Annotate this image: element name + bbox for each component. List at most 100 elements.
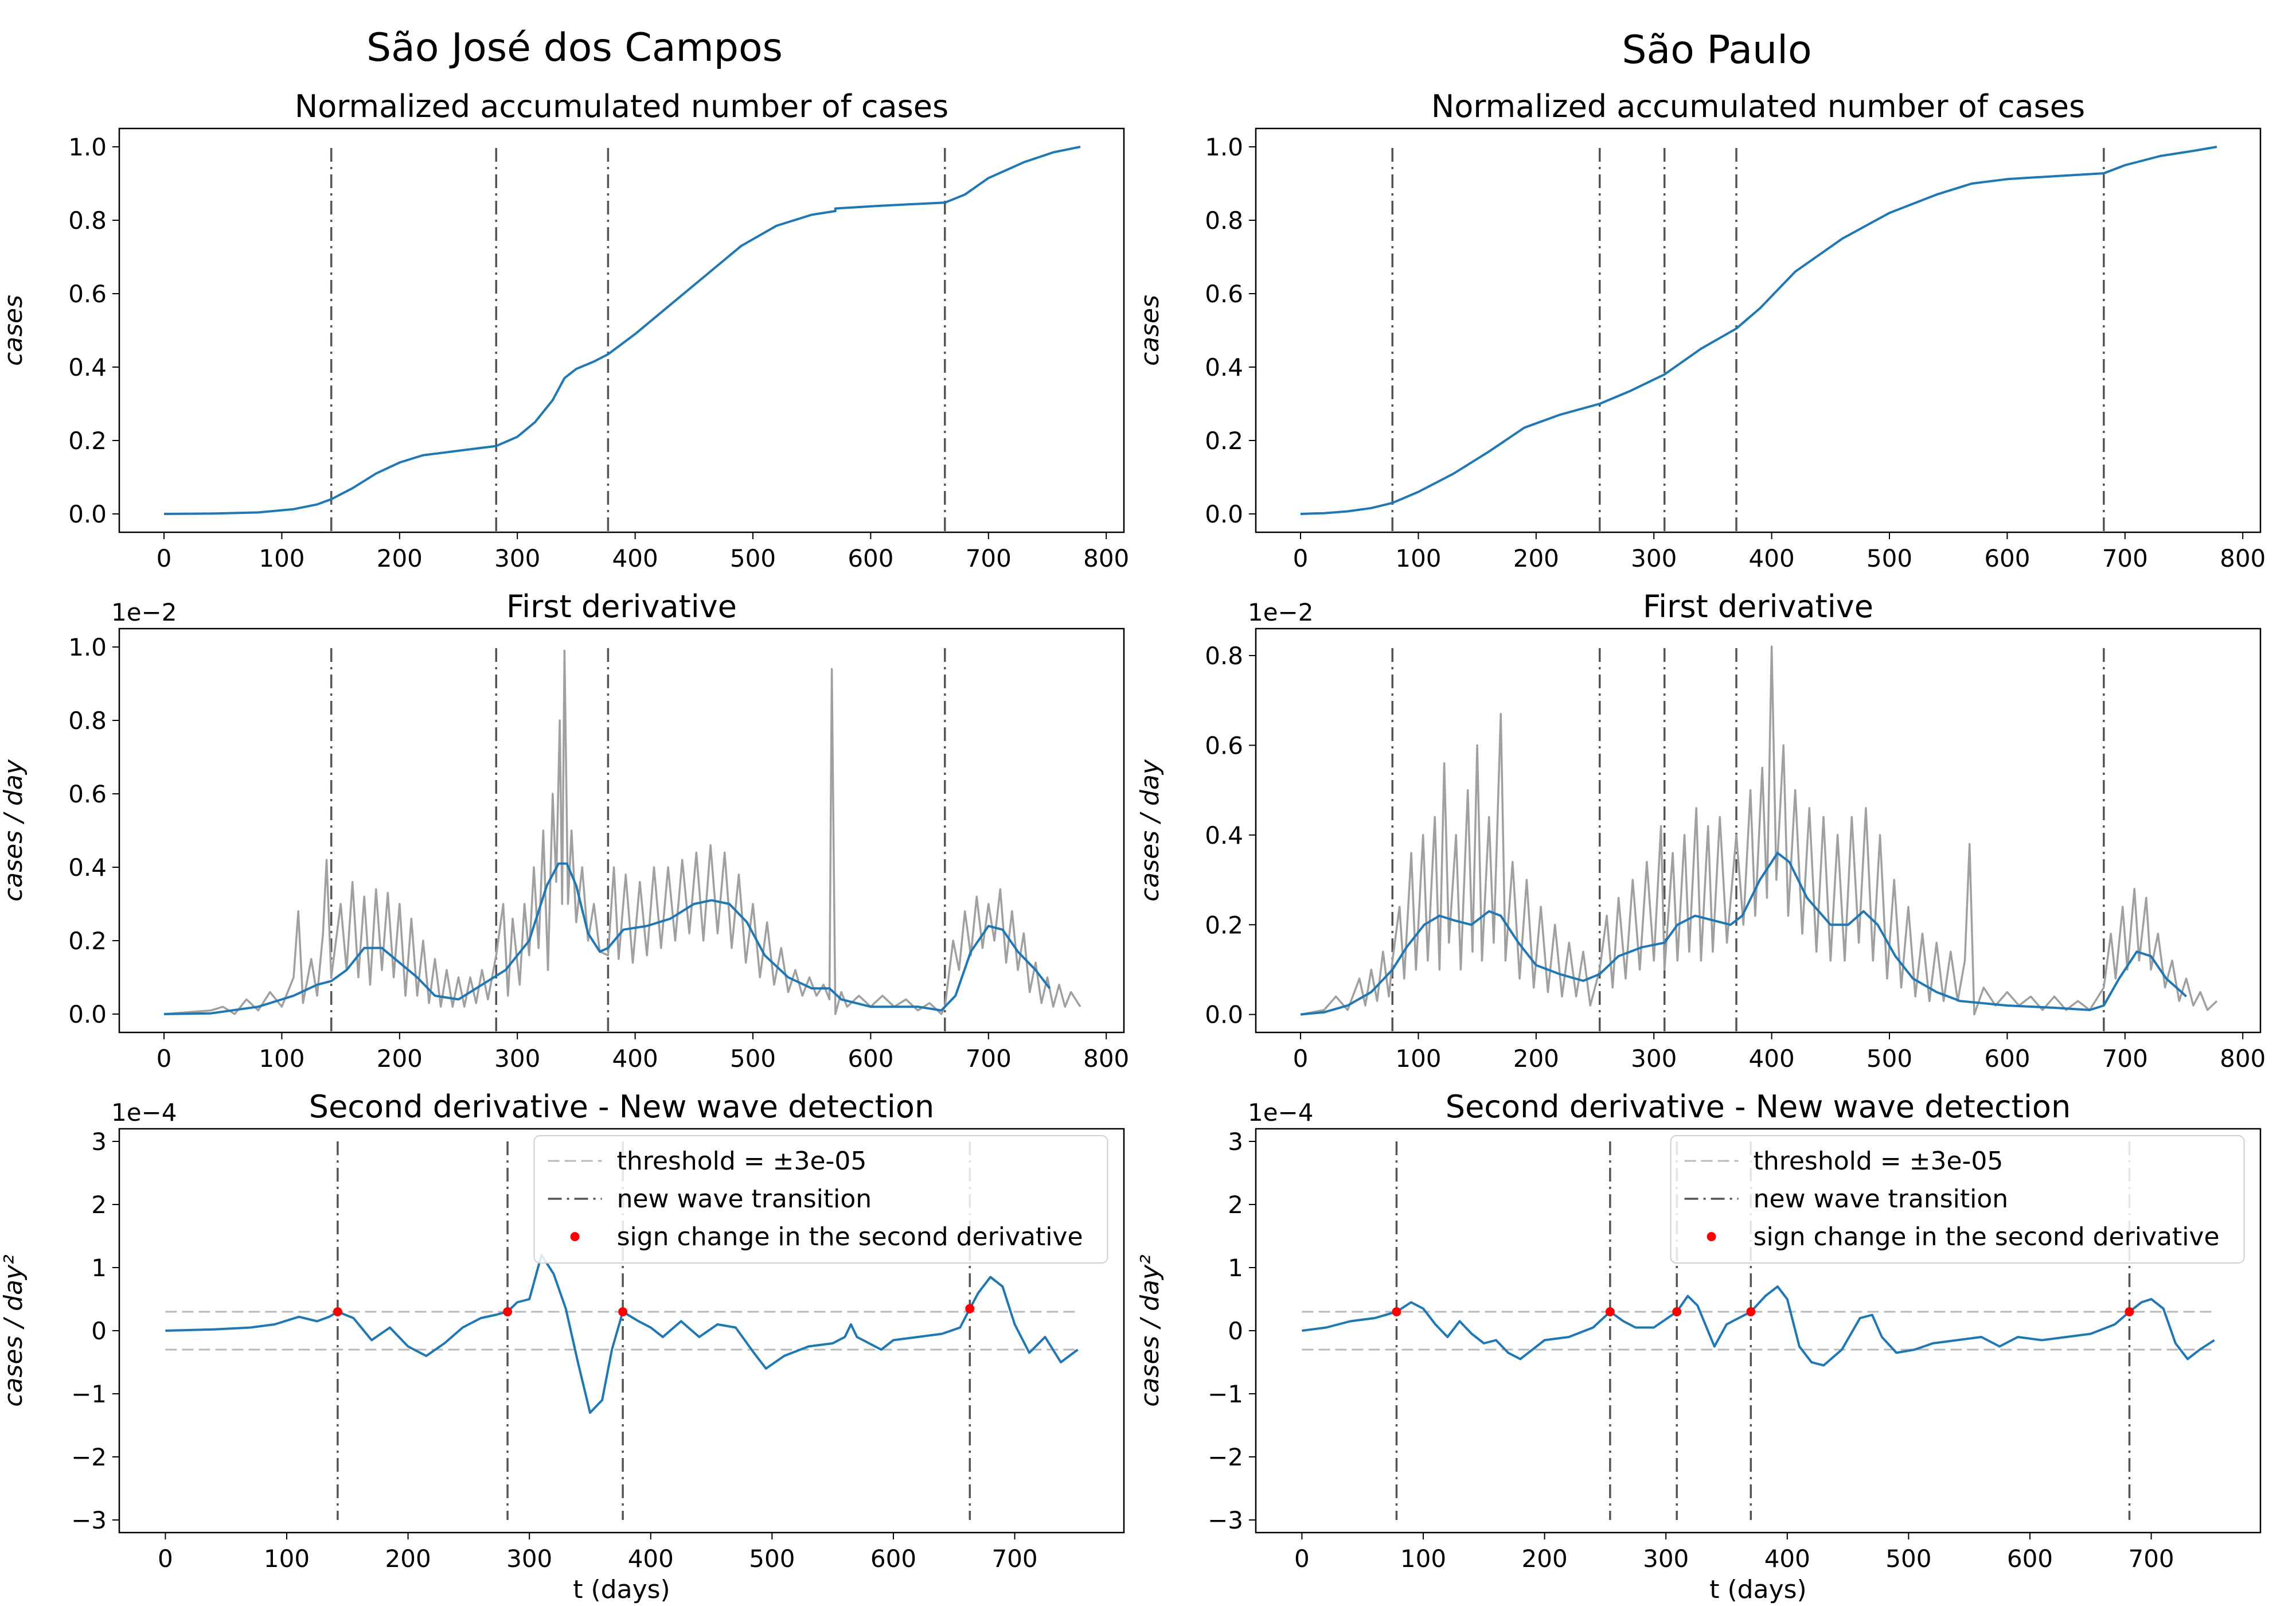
y-tick-label: 0.8 (1205, 642, 1243, 670)
chart-title: Second derivative - New wave detection (1446, 1089, 2071, 1125)
chart-sjc-cumulative: Normalized accumulated number of cases 0 1… (0, 88, 1129, 572)
y-tick-label: 0.2 (68, 927, 107, 955)
y-tick-label: 0.0 (1205, 500, 1243, 528)
x-axis-label: t (days) (573, 1575, 670, 1604)
y-tick-label: 0.2 (68, 427, 107, 455)
smoothed-series-line (163, 862, 1051, 1015)
x-tick-label: 300 (494, 1044, 540, 1073)
x-tick-label: 400 (612, 544, 658, 572)
y-tick-label: −3 (1208, 1506, 1243, 1534)
x-tick-label: 500 (730, 1044, 776, 1073)
sign-change-point (1392, 1307, 1401, 1316)
raw-derivative-line (1300, 645, 2218, 1016)
x-tick-label: 100 (259, 544, 304, 572)
chart-title: Normalized accumulated number of cases (1431, 88, 2085, 124)
sign-change-point (1605, 1307, 1615, 1316)
x-tick-label: 0 (157, 544, 172, 572)
x-tick-label: 100 (259, 1044, 304, 1073)
axis-offset-text: 1e−2 (1248, 598, 1313, 626)
y-axis-label: cases (0, 295, 28, 366)
smoothed-series-line (1300, 146, 2217, 515)
smoothed-series-line (163, 146, 1081, 515)
y-tick-label: 2 (1228, 1191, 1243, 1219)
x-tick-label: 500 (730, 544, 776, 572)
x-tick-label: 500 (749, 1545, 795, 1573)
x-tick-label: 300 (1631, 1044, 1677, 1073)
y-tick-label: 0.0 (68, 1000, 107, 1028)
plot-frame (118, 127, 1125, 533)
chart-sp-second-derivative: Second derivative - New wave detection 0 1… (1135, 1089, 2262, 1604)
x-tick-label: 700 (966, 544, 1012, 572)
x-tick-label: 200 (385, 1545, 431, 1573)
smoothed-series-line (1302, 1285, 2215, 1367)
smoothed-series-line (165, 1254, 1079, 1414)
x-tick-label: 700 (2102, 1044, 2148, 1073)
legend-box (1670, 1135, 2245, 1264)
smoothed-series-line (1300, 852, 2187, 1016)
x-tick-label: 400 (1749, 544, 1795, 572)
x-tick-label: 400 (612, 1044, 658, 1073)
y-tick-label: 0.6 (68, 780, 107, 808)
x-tick-label: 400 (628, 1545, 674, 1573)
y-tick-label: 3 (91, 1128, 107, 1156)
y-tick-label: 0.8 (1205, 206, 1243, 235)
legend-sign-change-swatch (1707, 1232, 1716, 1241)
x-tick-label: 300 (1643, 1545, 1689, 1573)
x-tick-label: 700 (2102, 544, 2148, 572)
plot-frame (118, 627, 1125, 1034)
sign-change-point (965, 1304, 975, 1313)
x-tick-label: 500 (1885, 1545, 1931, 1573)
plot-frame (1255, 627, 2262, 1034)
sign-change-point (1672, 1307, 1682, 1316)
x-tick-label: 600 (848, 1044, 893, 1073)
x-tick-label: 800 (2220, 1044, 2266, 1073)
y-axis-label: cases / day (0, 759, 28, 902)
legend-label-threshold: threshold = ±3e-05 (617, 1147, 867, 1176)
axis-offset-text: 1e−4 (111, 1098, 177, 1126)
y-tick-label: 0.0 (1205, 1001, 1243, 1029)
x-tick-label: 600 (2007, 1545, 2053, 1573)
legend: threshold = ±3e-05 new wave transition sig… (533, 1135, 1108, 1264)
x-tick-label: 100 (1395, 544, 1441, 572)
x-tick-label: 0 (158, 1545, 173, 1573)
legend-box (533, 1135, 1108, 1264)
chart-title: First derivative (506, 588, 737, 625)
chart-title: Normalized accumulated number of cases (295, 88, 948, 124)
plot-area (163, 648, 1081, 1032)
x-tick-label: 500 (1867, 544, 1912, 572)
y-tick-label: 1.0 (68, 633, 107, 661)
x-tick-label: 800 (1083, 1044, 1129, 1073)
y-tick-label: 0.4 (68, 853, 107, 882)
column-title-right: São Paulo (1622, 28, 1812, 73)
chart-title: Second derivative - New wave detection (309, 1089, 934, 1125)
plot-area (163, 146, 1081, 532)
y-tick-label: 0.8 (68, 206, 107, 235)
x-tick-label: 0 (1293, 1044, 1309, 1073)
chart-sp-first-derivative: First derivative 0 100 200 300 400 500 600 700 80… (1135, 588, 2266, 1073)
x-tick-label: 600 (1984, 544, 2030, 572)
legend-label-threshold: threshold = ±3e-05 (1754, 1147, 2004, 1176)
y-tick-label: 3 (1228, 1128, 1243, 1156)
y-tick-label: 0.4 (1205, 353, 1243, 381)
chart-sjc-second-derivative: Second derivative - New wave detection 0 1… (0, 1089, 1125, 1604)
column-title-left: São José dos Campos (366, 25, 783, 71)
y-tick-label: −3 (71, 1506, 107, 1534)
sign-change-point (1746, 1307, 1756, 1316)
y-tick-label: 0.6 (68, 280, 107, 308)
x-tick-label: 100 (1395, 1044, 1441, 1073)
x-tick-label: 200 (1513, 544, 1559, 572)
plot-frame (118, 1128, 1125, 1534)
x-tick-label: 800 (2220, 544, 2266, 572)
x-tick-label: 100 (264, 1545, 310, 1573)
y-axis-label: cases / day² (0, 1254, 28, 1406)
x-tick-label: 700 (2128, 1545, 2174, 1573)
y-tick-label: 1 (91, 1254, 107, 1282)
legend-label-sign_change: sign change in the second derivative (1754, 1222, 2220, 1252)
axis-offset-text: 1e−2 (111, 598, 177, 626)
x-axis-label: t (days) (1709, 1575, 1806, 1604)
legend-label-sign_change: sign change in the second derivative (617, 1222, 1083, 1252)
legend: threshold = ±3e-05 new wave transition sig… (1670, 1135, 2245, 1264)
y-tick-label: −1 (1208, 1380, 1243, 1408)
